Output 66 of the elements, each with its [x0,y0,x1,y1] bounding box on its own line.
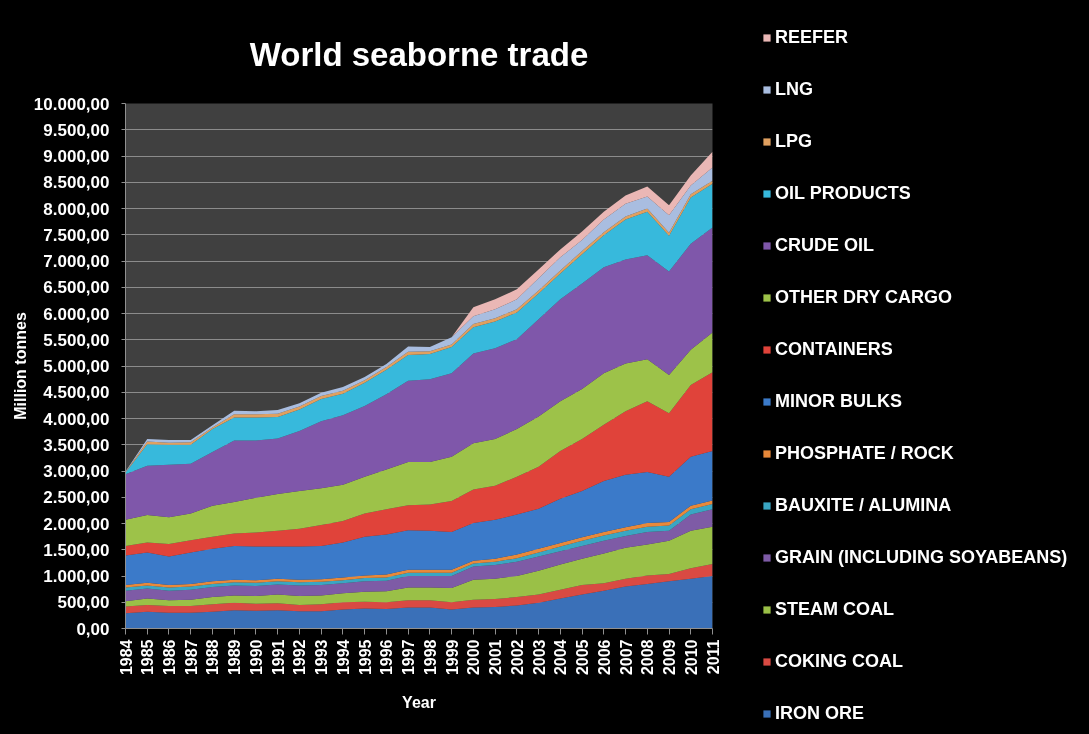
legend-label: MINOR BULKS [775,391,902,412]
y-tick-label: 4.500,00 [43,383,110,403]
x-tick-label: 1990 [247,639,265,676]
x-tick-label: 1998 [421,639,439,676]
x-tick-label: 1991 [269,639,287,676]
x-tick-label: 2004 [552,639,570,676]
x-tick-label: 1986 [160,639,178,676]
legend-label: LPG [775,131,813,152]
x-tick-label: 1993 [313,639,331,676]
chart-title: World seaborne trade [249,36,589,73]
y-tick-label: 5.000,00 [43,357,110,376]
y-tick-label: 7.500,00 [43,225,110,245]
x-tick-label: 1994 [334,639,352,676]
x-tick-label: 2005 [574,639,592,676]
y-tick-label: 3.000,00 [43,462,110,481]
x-tick-label: 2002 [508,639,526,676]
y-axis-title: Million tonnes [11,312,29,420]
legend-label: STEAM COAL [775,599,894,620]
x-tick-label: 2011 [704,639,722,675]
y-tick-label: 1.500,00 [43,540,110,560]
y-tick-label: 9.500,00 [43,120,110,140]
x-axis-title: Year [402,694,436,712]
x-tick-label: 2000 [465,639,483,676]
legend-label: OIL PRODUCTS [775,183,911,204]
legend-label: GRAIN (INCLUDING SOYABEANS) [775,547,1068,568]
legend-label: CONTAINERS [775,339,893,360]
y-tick-label: 5.500,00 [43,330,110,350]
y-tick-label: 8.000,00 [43,199,110,219]
y-tick-label: 7.000,00 [43,252,110,271]
legend-label: COKING COAL [775,651,903,672]
y-tick-label: 10.000,00 [33,94,110,114]
x-tick-label: 1985 [139,639,157,676]
y-tick-label: 1.000,00 [43,567,110,586]
legend-label: PHOSPHATE / ROCK [775,443,954,464]
y-tick-label: 2.500,00 [43,488,110,508]
x-tick-label: 2006 [595,639,613,676]
y-tick-label: 6.500,00 [43,278,110,298]
x-tick-label: 1988 [204,639,222,676]
y-tick-label: 2.000,00 [43,514,110,534]
legend-label: REEFER [775,27,849,48]
x-tick-label: 2001 [487,639,505,676]
y-tick-label: 4.000,00 [43,409,110,429]
x-tick-label: 1996 [378,639,396,676]
legend-label: BAUXITE / ALUMINA [775,495,952,516]
legend-label: LNG [775,79,813,100]
y-tick-label: 9.000,00 [43,147,110,166]
x-tick-label: 2010 [682,639,700,676]
legend-label: CRUDE OIL [775,235,874,256]
x-tick-label: 1992 [291,639,309,676]
x-tick-label: 2007 [617,639,635,676]
x-tick-label: 1984 [117,639,135,676]
legend-label: OTHER DRY CARGO [775,287,953,308]
y-tick-label: 8.500,00 [43,173,110,193]
x-tick-label: 1995 [356,639,374,676]
x-tick-label: 2009 [661,639,679,676]
x-tick-label: 1989 [226,639,244,676]
x-tick-label: 2008 [639,639,657,676]
legend-label: IRON ORE [775,703,865,724]
y-tick-label: 6.000,00 [43,304,110,324]
x-tick-label: 1999 [443,639,461,676]
y-tick-label: 3.500,00 [43,435,110,455]
x-tick-label: 2003 [530,639,548,676]
y-tick-label: 500,00 [57,593,110,613]
y-tick-label: 0,00 [76,619,110,639]
x-tick-label: 1997 [400,639,418,676]
x-tick-label: 1987 [182,639,200,676]
